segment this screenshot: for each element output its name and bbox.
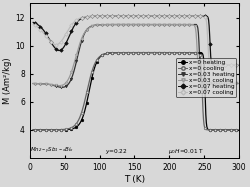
- Legend: x=0 heating, x=0 cooling, x=0.03 heating, x=0.03 cooling, x=0.07 heating, x=0.07: x=0 heating, x=0 cooling, x=0.03 heating…: [176, 58, 236, 97]
- X-axis label: T (K): T (K): [124, 174, 145, 183]
- Text: $y$=0.22: $y$=0.22: [105, 147, 128, 156]
- Text: $\mu_0H$=0.01 T: $\mu_0H$=0.01 T: [168, 147, 204, 156]
- Text: $\mathregular{Mn_{2-y}Sb_{1-x}Bi_x}$: $\mathregular{Mn_{2-y}Sb_{1-x}Bi_x}$: [30, 146, 75, 156]
- Y-axis label: M (Am²/kg): M (Am²/kg): [4, 57, 13, 104]
